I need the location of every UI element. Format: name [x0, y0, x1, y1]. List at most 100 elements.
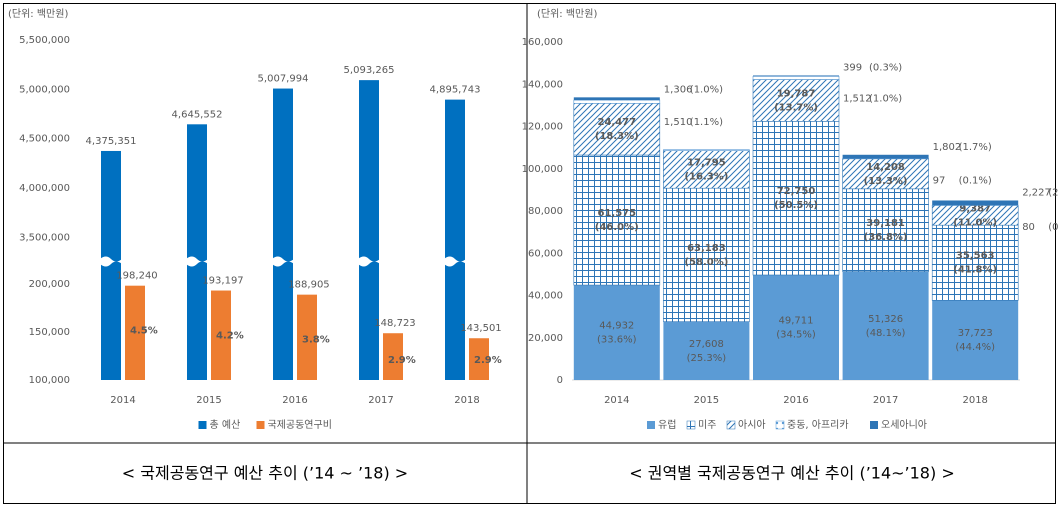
- y-tick-label: 100,000: [522, 164, 563, 175]
- share-label: (33.6%): [597, 335, 637, 346]
- value-label: 61,575: [598, 208, 637, 219]
- value-label: 17,795: [687, 157, 726, 168]
- y-tick-label: 40,000: [528, 291, 563, 302]
- bar-segment: [752, 76, 840, 80]
- x-tick-label: 2018: [454, 395, 479, 406]
- legend-swatch: [686, 420, 696, 430]
- bar-segment: [663, 150, 750, 189]
- share-label: (1.0%): [690, 84, 723, 95]
- legend-label: 총 예산: [210, 419, 241, 431]
- unit-note: (단위: 백만원): [537, 7, 597, 20]
- share-label: (13.7%): [774, 102, 818, 113]
- axis-break: [272, 256, 294, 267]
- value-label: 2,227: [1022, 187, 1051, 198]
- value-label: 9,387: [959, 203, 991, 214]
- y-tick-label: 160,000: [522, 37, 563, 48]
- bar: [187, 124, 207, 380]
- bar-segment: [573, 285, 660, 380]
- bar-segment: [842, 271, 929, 380]
- x-tick-label: 2017: [368, 395, 393, 406]
- value-label: 44,932: [599, 321, 634, 332]
- share-label: (46.0%): [595, 222, 639, 233]
- axis-break: [358, 256, 380, 267]
- value-label: 80: [1022, 222, 1035, 233]
- y-tick-label: 100,000: [29, 375, 70, 386]
- bar-segment: [663, 149, 750, 151]
- bar-segment: [752, 79, 840, 122]
- x-tick-label: 2016: [783, 395, 808, 406]
- value-label: 39,181: [866, 218, 905, 229]
- value-label: 72,750: [777, 186, 816, 197]
- share-label: (13.3%): [864, 176, 908, 187]
- share-label: 2.9%: [388, 355, 416, 366]
- value-label: 193,197: [202, 276, 243, 287]
- y-tick-label: 80,000: [528, 206, 563, 217]
- share-label: 4.5%: [130, 326, 158, 337]
- y-tick-label: 60,000: [528, 248, 563, 259]
- x-tick-label: 2018: [962, 395, 987, 406]
- share-label: (0.3%): [869, 62, 902, 73]
- bar: [273, 88, 293, 381]
- legend-swatch: [870, 421, 878, 429]
- value-label: 51,326: [868, 314, 903, 325]
- share-label: (0.1%): [1048, 222, 1059, 233]
- legend-label: 미주: [698, 419, 716, 431]
- bar-segment: [573, 154, 661, 286]
- x-tick-label: 2015: [694, 395, 719, 406]
- y-tick-label: 3,500,000: [19, 232, 70, 243]
- x-tick-label: 2014: [604, 395, 629, 406]
- y-tick-label: 4,000,000: [19, 183, 70, 194]
- bar-segment: [753, 274, 839, 380]
- share-label: (18.3%): [595, 131, 639, 142]
- share-label: (58.0%): [684, 257, 728, 268]
- y-tick-label: 4,500,000: [19, 134, 70, 145]
- share-label: (11.0%): [953, 217, 997, 228]
- legend-swatch: [256, 421, 265, 429]
- value-label: 4,645,552: [172, 109, 223, 120]
- value-label: 37,723: [958, 328, 993, 339]
- value-label: 4,375,351: [86, 136, 137, 147]
- x-tick-label: 2016: [282, 395, 307, 406]
- legend-label: 중동, 아프리카: [787, 419, 849, 431]
- bar-segment: [932, 300, 1019, 380]
- share-label: (44.4%): [955, 342, 995, 353]
- x-tick-label: 2017: [873, 395, 898, 406]
- legend-label: 오세아니아: [881, 419, 927, 431]
- value-label: 97: [933, 176, 946, 187]
- value-label: 148,723: [374, 318, 415, 329]
- value-label: 63,183: [687, 243, 726, 254]
- value-label: 49,711: [779, 315, 814, 326]
- share-label: (1.1%): [690, 117, 723, 128]
- share-label: 4.2%: [216, 331, 244, 342]
- unit-note: (단위: 백만원): [8, 7, 68, 20]
- bar-segment: [752, 121, 840, 276]
- value-label: 27,608: [689, 339, 724, 350]
- share-label: (2.6%): [1048, 187, 1059, 198]
- value-label: 399: [843, 62, 862, 73]
- legend-swatch: [198, 421, 207, 429]
- legend-label: 국제공동연구비: [268, 419, 332, 431]
- value-label: 14,208: [866, 162, 905, 173]
- bar-segment: [932, 200, 1019, 206]
- share-label: (16.3%): [684, 171, 728, 182]
- table-border: [3, 3, 1056, 504]
- x-tick-label: 2014: [110, 395, 135, 406]
- value-label: 19,787: [777, 88, 816, 99]
- value-label: 4,895,743: [430, 85, 481, 96]
- share-label: (34.5%): [776, 329, 816, 340]
- share-label: (1.7%): [959, 142, 992, 153]
- bar-segment: [931, 224, 1019, 301]
- legend-swatch: [775, 420, 785, 430]
- share-label: (1.0%): [869, 93, 902, 104]
- y-tick-label: 0: [557, 375, 563, 386]
- bar: [101, 150, 121, 380]
- y-tick-label: 150,000: [29, 327, 70, 338]
- axis-break: [444, 256, 466, 267]
- axis-break: [186, 256, 208, 267]
- bar-segment: [663, 187, 750, 322]
- value-label: 1,512: [843, 93, 872, 104]
- value-label: 198,240: [116, 271, 157, 282]
- legend-label: 아시아: [738, 419, 766, 431]
- value-label: 24,477: [598, 117, 637, 128]
